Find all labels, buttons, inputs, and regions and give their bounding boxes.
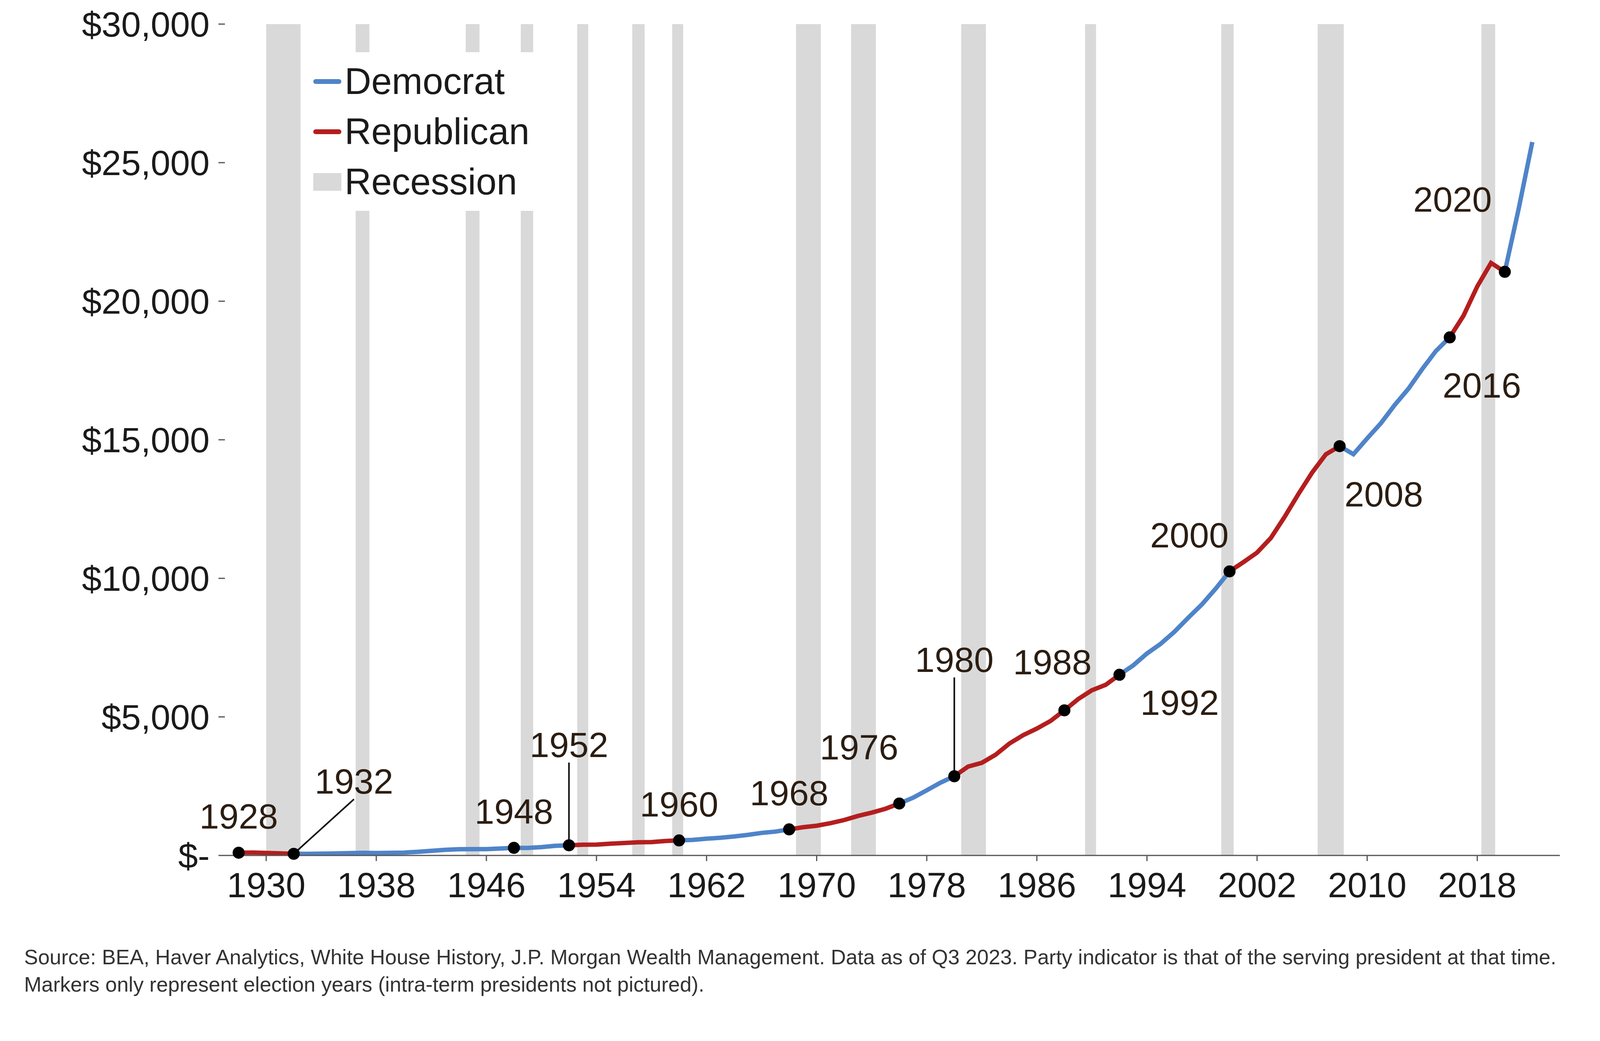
svg-text:2000: 2000 <box>1150 515 1229 556</box>
html-text:Republican: Republican <box>344 110 530 152</box>
svg-text:$5,000: $5,000 <box>101 697 210 737</box>
svg-text:1928: 1928 <box>199 796 278 837</box>
svg-text:2008: 2008 <box>1344 474 1424 515</box>
svg-text:2016: 2016 <box>1442 365 1522 406</box>
svg-text:1938: 1938 <box>336 865 416 905</box>
svg-text:1954: 1954 <box>557 865 636 905</box>
svg-text:1978: 1978 <box>887 865 967 905</box>
svg-text:1988: 1988 <box>1012 642 1092 682</box>
svg-text:2018: 2018 <box>1438 865 1517 905</box>
svg-text:1976: 1976 <box>819 727 899 768</box>
svg-text:1930: 1930 <box>226 865 306 905</box>
svg-text:$15,000: $15,000 <box>81 420 210 460</box>
svg-text:1960: 1960 <box>639 784 719 825</box>
svg-text:1932: 1932 <box>314 761 394 802</box>
svg-text:1952: 1952 <box>529 724 609 765</box>
svg-text:1980: 1980 <box>914 639 994 680</box>
svg-text:1970: 1970 <box>777 865 857 905</box>
svg-text:1968: 1968 <box>749 773 829 813</box>
svg-text:$10,000: $10,000 <box>81 558 210 599</box>
svg-text:1992: 1992 <box>1140 682 1220 723</box>
html-text:Democrat: Democrat <box>344 60 505 102</box>
svg-text:1946: 1946 <box>446 865 526 905</box>
svg-text:$30,000: $30,000 <box>81 4 210 45</box>
svg-text:$-: $- <box>178 835 210 876</box>
svg-text:2010: 2010 <box>1327 865 1407 905</box>
html-text:Recession: Recession <box>344 161 518 203</box>
svg-text:1948: 1948 <box>474 791 554 832</box>
svg-text:2020: 2020 <box>1413 179 1492 220</box>
svg-text:1962: 1962 <box>667 865 746 905</box>
svg-text:$25,000: $25,000 <box>81 142 210 183</box>
svg-text:1986: 1986 <box>997 865 1077 905</box>
svg-text:1994: 1994 <box>1107 865 1187 905</box>
html-text:Source: BEA, Haver Analytics,: Source: BEA, Haver Analytics, White Hous… <box>24 945 1557 996</box>
svg-text:2002: 2002 <box>1217 865 1297 905</box>
svg-text:$20,000: $20,000 <box>81 281 210 322</box>
